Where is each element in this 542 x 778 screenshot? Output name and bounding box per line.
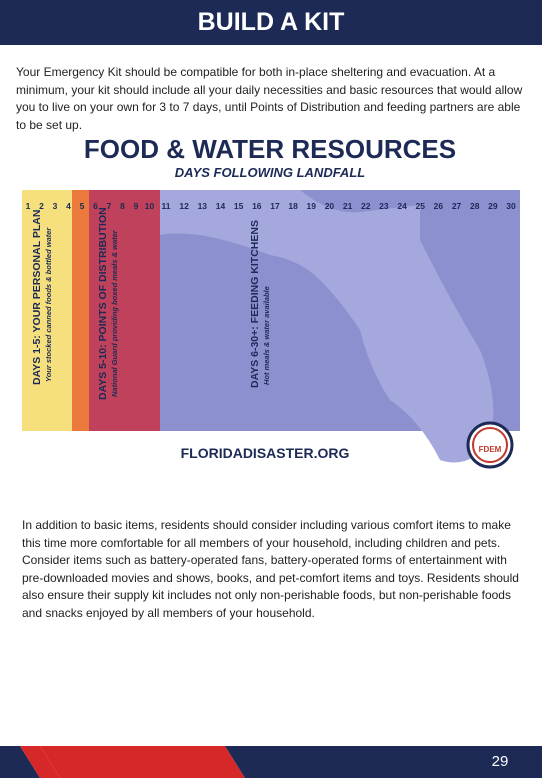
- phase-label: DAYS 6-30+: FEEDING KITCHENS: [249, 220, 261, 388]
- day-number: 4: [66, 201, 71, 211]
- day-number: 24: [397, 201, 407, 211]
- day-number: 16: [252, 201, 262, 211]
- day-number: 10: [145, 201, 155, 211]
- phase-label: DAYS 5-10: POINTS OF DISTRIBUTION: [97, 207, 109, 400]
- day-number: 7: [107, 201, 112, 211]
- band-red: [89, 190, 160, 431]
- day-number: 18: [288, 201, 298, 211]
- day-number: 6: [93, 201, 98, 211]
- phase-detail: Hot meals & water available: [262, 286, 271, 385]
- day-number: 3: [53, 201, 58, 211]
- day-number: 25: [416, 201, 426, 211]
- band-yellow: [22, 190, 72, 431]
- day-number: 28: [470, 201, 480, 211]
- day-number: 17: [270, 201, 280, 211]
- stripe: [0, 746, 40, 778]
- phase-label: DAYS 1-5: YOUR PERSONAL PLAN: [31, 210, 43, 385]
- day-number: 9: [134, 201, 139, 211]
- day-number: 23: [379, 201, 389, 211]
- body: In addition to basic items, residents sh…: [22, 518, 519, 620]
- day-number: 5: [80, 201, 85, 211]
- day-number: 13: [198, 201, 208, 211]
- day-number: 19: [307, 201, 317, 211]
- day-number: 15: [234, 201, 244, 211]
- day-number: 20: [325, 201, 335, 211]
- stripe: [20, 746, 60, 778]
- day-number: 12: [179, 201, 189, 211]
- phase-detail: National Guard providing boxed meals & w…: [110, 229, 119, 397]
- band-orange: [72, 190, 89, 431]
- day-number: 8: [120, 201, 125, 211]
- info-subtitle: DAYS FOLLOWING LANDFALL: [175, 165, 365, 180]
- header-title: BUILD A KIT: [0, 0, 542, 45]
- day-number: 22: [361, 201, 371, 211]
- phase-detail: Your stocked canned foods & bottled wate…: [44, 227, 53, 382]
- website: FLORIDADISASTER.ORG: [181, 445, 350, 461]
- florida-map: [160, 190, 494, 463]
- day-number: 1: [26, 201, 31, 211]
- day-number: 11: [162, 201, 171, 211]
- intro: Your Emergency Kit should be compatible …: [16, 65, 523, 132]
- day-number: 30: [506, 201, 516, 211]
- day-number: 14: [216, 201, 226, 211]
- day-number: 2: [39, 201, 44, 211]
- page-number: 29: [492, 753, 509, 770]
- footer-bar: [225, 746, 542, 778]
- logo-text: FDEM: [479, 445, 502, 454]
- day-number: 29: [488, 201, 498, 211]
- stripe: [40, 746, 245, 778]
- day-number: 26: [434, 201, 444, 211]
- day-number: 27: [452, 201, 462, 211]
- info-title: FOOD & WATER RESOURCES: [84, 134, 456, 164]
- day-number: 21: [343, 201, 353, 211]
- logo-inner: [472, 427, 508, 463]
